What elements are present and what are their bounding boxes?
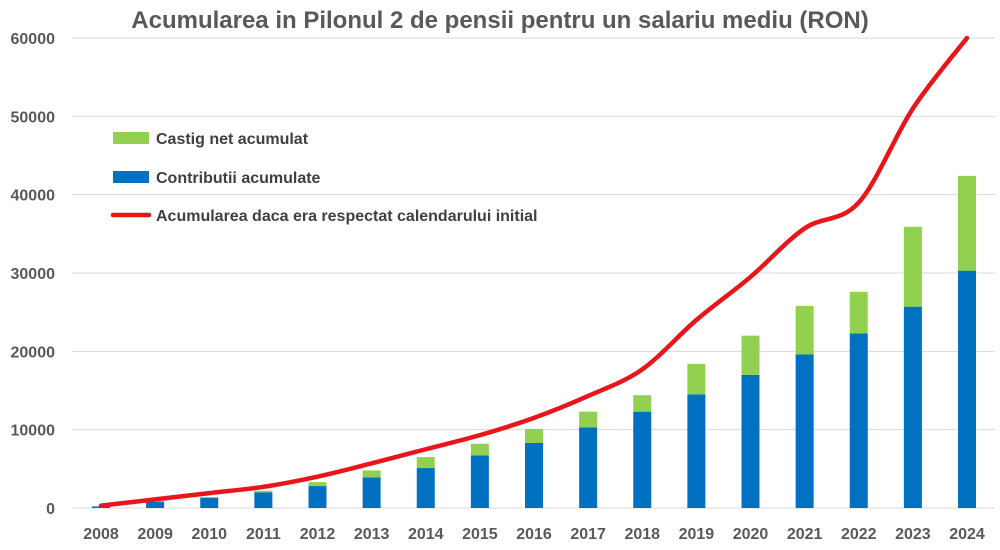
x-tick-label: 2008 bbox=[83, 526, 119, 543]
bar-contributii-2015 bbox=[470, 455, 489, 508]
line-series bbox=[98, 35, 970, 508]
bar-contributii-2012 bbox=[308, 486, 327, 508]
bar-castig-2018 bbox=[633, 395, 652, 412]
legend-label: Castig net acumulat bbox=[156, 131, 309, 148]
bar-contributii-2019 bbox=[687, 394, 706, 508]
y-tick-label: 40000 bbox=[11, 188, 56, 205]
bar-contributii-2023 bbox=[903, 306, 922, 508]
bar-contributii-2017 bbox=[579, 427, 598, 508]
bar-contributii-2014 bbox=[416, 468, 435, 508]
bar-contributii-2020 bbox=[741, 374, 760, 508]
line-acumularea-calendar-initial bbox=[98, 35, 970, 508]
y-tick-label: 10000 bbox=[11, 423, 56, 440]
x-tick-label: 2014 bbox=[408, 526, 444, 543]
bar-contributii-2022 bbox=[849, 333, 868, 508]
x-tick-label: 2015 bbox=[462, 526, 498, 543]
y-tick-label: 60000 bbox=[11, 31, 56, 48]
bar-castig-2019 bbox=[687, 363, 706, 395]
bar-castig-2021 bbox=[795, 305, 814, 355]
x-tick-label: 2017 bbox=[570, 526, 606, 543]
bar-contributii-2011 bbox=[254, 492, 273, 508]
bar-castig-2015 bbox=[470, 443, 489, 456]
legend-label: Acumularea daca era respectat calendarul… bbox=[156, 208, 538, 225]
legend: Castig net acumulat Contributii acumulate… bbox=[110, 131, 538, 225]
y-axis-ticks: 0 10000 20000 30000 40000 50000 60000 bbox=[11, 31, 56, 518]
bar-castig-2012 bbox=[308, 482, 327, 487]
legend-swatch bbox=[113, 171, 149, 183]
y-tick-label: 50000 bbox=[11, 109, 56, 126]
x-tick-label: 2023 bbox=[895, 526, 931, 543]
bar-castig-2024 bbox=[958, 175, 976, 271]
y-tick-label: 30000 bbox=[11, 266, 56, 283]
chart-title: Acumularea in Pilonul 2 de pensii pentru… bbox=[131, 7, 868, 34]
bar-castig-2011 bbox=[254, 490, 273, 493]
bar-castig-2014 bbox=[416, 457, 435, 469]
x-tick-label: 2019 bbox=[679, 526, 715, 543]
bar-contributii-2018 bbox=[633, 411, 652, 508]
x-tick-label: 2010 bbox=[191, 526, 227, 543]
x-tick-label: 2012 bbox=[300, 526, 336, 543]
y-tick-label: 0 bbox=[46, 501, 55, 518]
legend-label: Contributii acumulate bbox=[156, 170, 321, 187]
x-tick-label: 2013 bbox=[354, 526, 390, 543]
x-tick-label: 2024 bbox=[949, 526, 985, 543]
bar-contributii-2009 bbox=[146, 501, 165, 508]
bar-castig-2020 bbox=[741, 335, 760, 375]
x-tick-label: 2018 bbox=[624, 526, 660, 543]
bar-castig-2013 bbox=[362, 470, 381, 478]
bar-castig-2023 bbox=[903, 226, 922, 307]
x-tick-label: 2021 bbox=[787, 526, 823, 543]
gridlines bbox=[72, 37, 995, 509]
x-tick-label: 2020 bbox=[733, 526, 769, 543]
x-tick-label: 2016 bbox=[516, 526, 552, 543]
x-tick-label: 2011 bbox=[246, 526, 281, 543]
bar-contributii-2024 bbox=[958, 270, 976, 508]
bar-contributii-2016 bbox=[525, 442, 543, 508]
x-tick-label: 2009 bbox=[137, 526, 173, 543]
bar-castig-2017 bbox=[579, 411, 598, 428]
bar-contributii-2013 bbox=[362, 477, 381, 508]
bar-castig-2022 bbox=[849, 291, 868, 334]
y-tick-label: 20000 bbox=[11, 344, 56, 361]
bars bbox=[92, 175, 976, 508]
bar-contributii-2010 bbox=[200, 497, 219, 508]
x-axis-ticks: 2008 2009 2010 2011 2012 2013 2014 2015 2016 2017… bbox=[83, 526, 985, 543]
bar-castig-2010 bbox=[200, 497, 219, 498]
bar-castig-2016 bbox=[525, 428, 543, 443]
legend-swatch bbox=[113, 132, 149, 144]
x-tick-label: 2022 bbox=[841, 526, 877, 543]
bar-contributii-2021 bbox=[795, 354, 814, 508]
